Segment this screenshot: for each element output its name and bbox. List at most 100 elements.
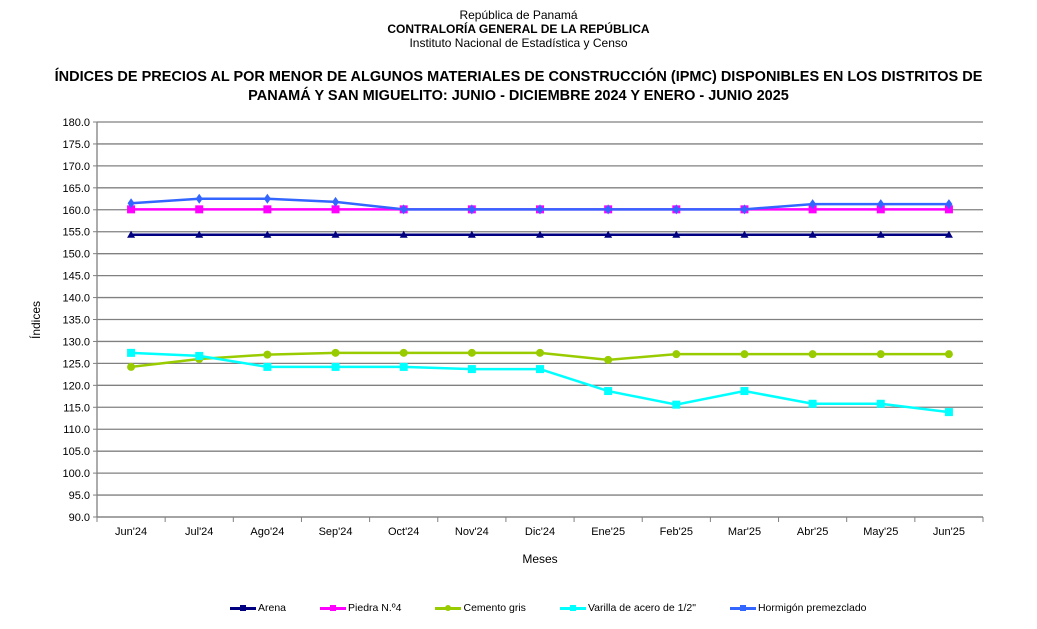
data-point-piedra-n-4: [127, 205, 136, 214]
series-line-varilla-de-acero-de-1-2: [131, 351, 950, 414]
legend-label: Piedra N.º4: [348, 602, 402, 614]
legend-swatch: [320, 604, 347, 611]
y-tick-label: 115.0: [63, 402, 90, 414]
data-point-cemento-gris: [944, 350, 953, 359]
data-point-arena: [808, 230, 817, 238]
y-tick-label: 170.0: [62, 161, 90, 173]
legend-label: Varilla de acero de 1/2": [587, 602, 696, 614]
y-tick-label: 175.0: [62, 139, 90, 151]
data-point-arena: [672, 230, 681, 238]
data-point-cemento-gris: [672, 350, 681, 359]
x-tick-label: Mar'25: [728, 526, 761, 538]
x-tick-labels: Jun'24 Jul'24 Ago'24 Sep'24 Oct'24 Nov'24 Dic'…: [115, 526, 965, 538]
data-point-cemento-gris: [331, 348, 340, 357]
legend-item-cemento-gris: Cemento gris: [435, 602, 526, 614]
y-tick-label: 180.0: [62, 117, 90, 129]
data-point-hormigo-n-premezclado: [740, 204, 748, 215]
x-tick-label: Oct'24: [388, 526, 419, 538]
data-point-hormigo-n-premezclado: [672, 204, 680, 215]
data-point-hormigo-n-premezclado: [536, 204, 544, 215]
data-point-varilla-de-acero-de-1-2: [808, 399, 817, 408]
data-point-cemento-gris: [467, 348, 476, 357]
x-tick-label: Jul'24: [185, 526, 213, 538]
data-point-arena: [536, 230, 544, 238]
data-point-hormigo-n-premezclado: [400, 204, 408, 215]
data-point-piedra-n-4: [876, 205, 885, 214]
x-tick-label: Abr'25: [797, 526, 828, 538]
data-point-cemento-gris: [876, 350, 885, 359]
data-point-cemento-gris: [604, 355, 613, 364]
legend-swatch: [230, 604, 256, 611]
legend-label: Arena: [258, 602, 287, 614]
y-tick-label: 155.0: [62, 227, 90, 239]
series-hormigo-n-premezclado: [127, 193, 953, 215]
data-point-piedra-n-4: [331, 205, 340, 214]
data-point-cemento-gris: [399, 348, 408, 357]
data-point-cemento-gris: [808, 350, 817, 359]
data-point-hormigo-n-premezclado: [195, 193, 203, 204]
y-tick-label: 160.0: [62, 205, 90, 217]
data-point-arena: [604, 230, 613, 238]
data-point-hormigo-n-premezclado: [809, 199, 817, 210]
data-point-varilla-de-acero-de-1-2: [876, 399, 885, 408]
x-tick-label: Nov'24: [455, 526, 489, 538]
data-point-varilla-de-acero-de-1-2: [331, 362, 340, 371]
data-point-arena: [331, 230, 340, 238]
data-point-arena: [127, 230, 136, 238]
data-point-arena: [740, 230, 749, 238]
gridlines: [97, 121, 983, 518]
data-point-cemento-gris: [536, 348, 544, 357]
y-tick-label: 140.0: [62, 293, 90, 305]
y-tick-label: 120.0: [62, 380, 90, 392]
data-point-cemento-gris: [263, 350, 272, 359]
y-tick-label: 150.0: [62, 249, 90, 261]
data-point-varilla-de-acero-de-1-2: [944, 408, 953, 417]
legend-item-hormigo-n-premezclado: Hormigón premezclado: [729, 602, 867, 614]
data-point-varilla-de-acero-de-1-2: [399, 362, 408, 371]
data-point-hormigo-n-premezclado: [263, 193, 271, 204]
y-tick-labels: 90.0 95.0 100.0 105.0 110.0 115.0 120.0 125.0 13…: [62, 117, 90, 524]
x-tick-label: Jun'25: [933, 526, 965, 538]
data-point-piedra-n-4: [944, 205, 953, 214]
y-axis-label: Índices: [28, 301, 43, 339]
data-point-varilla-de-acero-de-1-2: [536, 365, 544, 374]
y-tick-label: 165.0: [62, 183, 90, 195]
data-point-varilla-de-acero-de-1-2: [467, 365, 476, 374]
y-tick-label: 130.0: [62, 336, 90, 348]
data-point-arena: [467, 230, 476, 238]
data-point-piedra-n-4: [195, 205, 204, 214]
x-tick-label: May'25: [863, 526, 898, 538]
data-point-varilla-de-acero-de-1-2: [127, 348, 136, 357]
data-point-arena: [876, 230, 885, 238]
x-tick-label: Feb'25: [660, 526, 693, 538]
x-tick-label: Ene'25: [591, 526, 625, 538]
data-point-cemento-gris: [127, 362, 136, 371]
data-point-arena: [944, 230, 953, 238]
header-country: República de Panamá: [459, 8, 578, 22]
legend-item-arena: Arena: [230, 602, 286, 614]
legend-swatch: [729, 604, 756, 611]
header-institute: Instituto Nacional de Estadística y Cens…: [409, 36, 628, 50]
axes: [93, 121, 984, 522]
data-point-piedra-n-4: [808, 205, 817, 214]
data-point-hormigo-n-premezclado: [877, 199, 885, 210]
data-point-varilla-de-acero-de-1-2: [740, 387, 749, 396]
legend: Arena Piedra N.º4 Cemento gris Varilla de a…: [230, 602, 867, 614]
x-tick-label: Jun'24: [115, 526, 147, 538]
legend-item-varilla-de-acero-de-1-2: Varilla de acero de 1/2": [559, 602, 696, 614]
legend-label: Cemento gris: [463, 602, 526, 614]
data-point-arena: [399, 230, 408, 238]
series-arena: [127, 230, 953, 238]
data-point-varilla-de-acero-de-1-2: [263, 362, 272, 371]
y-tick-label: 145.0: [62, 271, 90, 283]
y-tick-label: 110.0: [63, 424, 90, 436]
data-point-varilla-de-acero-de-1-2: [672, 400, 681, 409]
data-point-cemento-gris: [740, 350, 749, 359]
data-point-hormigo-n-premezclado: [604, 204, 612, 215]
x-axis-label: Meses: [522, 552, 557, 566]
series-varilla-de-acero-de-1-2: [127, 348, 953, 417]
header-institution: CONTRALORÍA GENERAL DE LA REPÚBLICA: [387, 22, 650, 36]
data-point-varilla-de-acero-de-1-2: [604, 387, 613, 396]
data-point-hormigo-n-premezclado: [945, 199, 953, 210]
chart-title: ÍNDICES DE PRECIOS AL POR MENOR DE ALGUN…: [54, 69, 983, 104]
